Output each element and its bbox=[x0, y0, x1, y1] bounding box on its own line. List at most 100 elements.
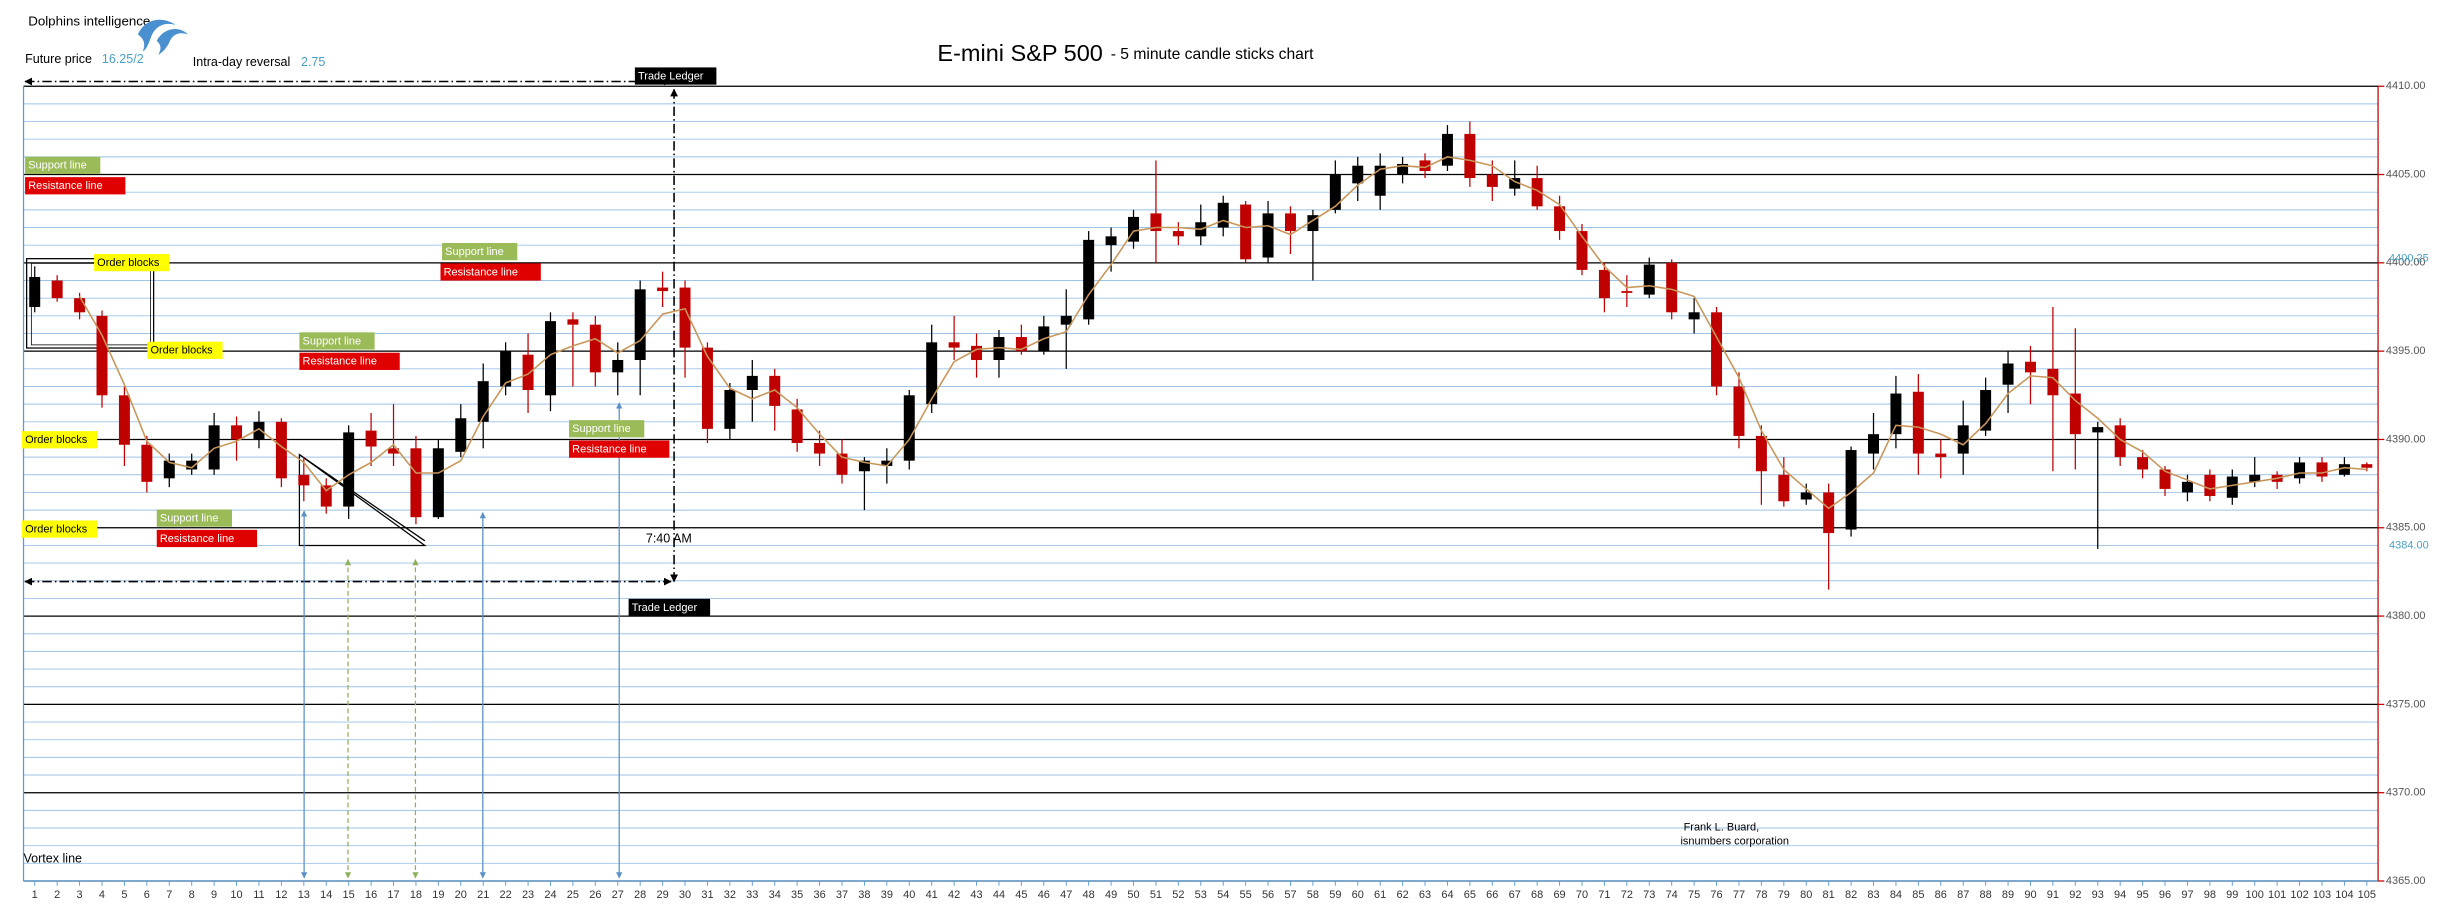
x-tick-label: 62 bbox=[1396, 889, 1408, 901]
x-tick-label: 9 bbox=[211, 889, 217, 901]
y-tick-label: 4385.00 bbox=[2386, 522, 2426, 534]
candle-body bbox=[2361, 464, 2373, 468]
x-tick-label: 34 bbox=[769, 889, 781, 901]
x-tick-label: 90 bbox=[2024, 889, 2036, 901]
candle-body bbox=[2226, 476, 2238, 498]
order-block-label-box bbox=[21, 431, 98, 449]
candle-body bbox=[1307, 215, 1319, 232]
support-label: Support line bbox=[572, 423, 631, 435]
y-tick-label: 4400.00 bbox=[2386, 257, 2426, 269]
resistance-label-box bbox=[25, 177, 126, 195]
plot bbox=[29, 121, 2373, 590]
candle-body bbox=[634, 289, 646, 360]
triangle bbox=[298, 453, 427, 547]
candle-body bbox=[746, 375, 758, 391]
x-tick-label: 59 bbox=[1329, 889, 1341, 901]
x-tick-label: 80 bbox=[1800, 889, 1812, 901]
x-tick-label: 84 bbox=[1890, 889, 1902, 901]
y-tick-label: 4365.00 bbox=[2386, 875, 2426, 887]
candle-body bbox=[814, 442, 826, 454]
resistance-label-box bbox=[440, 263, 541, 281]
resistance-label-box bbox=[299, 352, 400, 370]
resistance-label: Resistance line bbox=[572, 443, 646, 455]
x-tick-label: 37 bbox=[836, 889, 848, 901]
candle-body bbox=[477, 381, 489, 422]
candle-body bbox=[881, 460, 893, 466]
candle-body bbox=[1621, 291, 1633, 293]
candle-body bbox=[1980, 390, 1992, 431]
order-block-label-box bbox=[21, 520, 98, 538]
candle-body bbox=[1688, 312, 1700, 320]
x-tick-label: 101 bbox=[2268, 889, 2286, 901]
candle-body bbox=[1935, 453, 1947, 458]
x-tick-label: 48 bbox=[1083, 889, 1095, 901]
trade-ledger-label-box bbox=[628, 598, 711, 617]
candle-body bbox=[724, 390, 736, 429]
candle-body bbox=[657, 287, 669, 292]
trade-ledger-label: Trade Ledger bbox=[632, 602, 698, 614]
company: isnumbers corporation bbox=[1680, 836, 1789, 848]
x-tick-label: 60 bbox=[1352, 889, 1364, 901]
order-block-box bbox=[30, 262, 151, 346]
x-tick-label: 35 bbox=[791, 889, 803, 901]
chart-subtitle: - 5 minute candle sticks chart bbox=[1111, 46, 1314, 63]
candle-body bbox=[1352, 165, 1364, 184]
x-tick-label: 81 bbox=[1823, 889, 1835, 901]
x-tick-label: 63 bbox=[1419, 889, 1431, 901]
candle-body bbox=[993, 337, 1005, 360]
candle-body bbox=[118, 395, 130, 445]
trade-ledger-label-box bbox=[634, 67, 717, 85]
y-tick-label: 4405.00 bbox=[2386, 168, 2426, 180]
order-block-label-box bbox=[94, 253, 170, 272]
candle-body bbox=[96, 315, 108, 396]
x-tick-label: 49 bbox=[1105, 889, 1117, 901]
candle-body bbox=[522, 354, 534, 391]
x-tick-label: 52 bbox=[1172, 889, 1184, 901]
x-tick-label: 82 bbox=[1845, 889, 1857, 901]
footer: Frank L. Buard, isnumbers corporation bbox=[1680, 822, 1789, 848]
labels: 4365.00 4370.00 4375.00 4380.00 4385.00 4390.… bbox=[21, 67, 2429, 901]
candle-body bbox=[2338, 464, 2350, 475]
support-label-box bbox=[569, 420, 645, 438]
x-tick-label: 67 bbox=[1509, 889, 1521, 901]
candle-body bbox=[2047, 368, 2059, 396]
candle-body bbox=[1128, 216, 1139, 242]
resistance-label: Resistance line bbox=[444, 266, 518, 278]
x-tick-label: 8 bbox=[189, 889, 195, 901]
candle-body bbox=[2181, 481, 2193, 493]
candle-body bbox=[29, 276, 41, 307]
support-label: Support line bbox=[28, 160, 87, 172]
candle-body bbox=[1486, 174, 1498, 187]
candle-body bbox=[2249, 474, 2261, 482]
x-tick-label: 74 bbox=[1666, 889, 1678, 901]
author: Frank L. Buard, bbox=[1684, 822, 1760, 834]
x-tick-label: 28 bbox=[634, 889, 646, 901]
candle-body bbox=[1845, 450, 1857, 530]
candle-body bbox=[1240, 204, 1252, 260]
price-marker: 4384.00 bbox=[2389, 539, 2429, 551]
x-tick-label: 79 bbox=[1778, 889, 1790, 901]
candle-body bbox=[343, 432, 355, 507]
x-tick-label: 30 bbox=[679, 889, 691, 901]
resistance-label: Resistance line bbox=[303, 356, 377, 368]
x-tick-label: 58 bbox=[1307, 889, 1319, 901]
x-tick-label: 98 bbox=[2204, 889, 2216, 901]
x-tick-label: 69 bbox=[1553, 889, 1565, 901]
order-block-box bbox=[26, 258, 155, 349]
candle-body bbox=[2316, 462, 2328, 477]
support-label-box bbox=[442, 242, 518, 261]
y-tick-label: 4390.00 bbox=[2386, 433, 2426, 445]
candle-body bbox=[1419, 160, 1431, 172]
candle-body bbox=[1105, 236, 1117, 246]
candle-body bbox=[1150, 213, 1162, 232]
x-tick-label: 65 bbox=[1464, 889, 1476, 901]
x-tick-label: 96 bbox=[2159, 889, 2171, 901]
candle-body bbox=[903, 395, 915, 461]
x-tick-label: 11 bbox=[253, 889, 264, 901]
x-tick-label: 89 bbox=[2002, 889, 2014, 901]
x-tick-label: 32 bbox=[724, 889, 736, 901]
candle-body bbox=[2159, 469, 2171, 489]
x-tick-label: 24 bbox=[544, 889, 556, 901]
x-tick-label: 16 bbox=[365, 889, 377, 901]
x-tick-label: 7 bbox=[166, 889, 172, 901]
